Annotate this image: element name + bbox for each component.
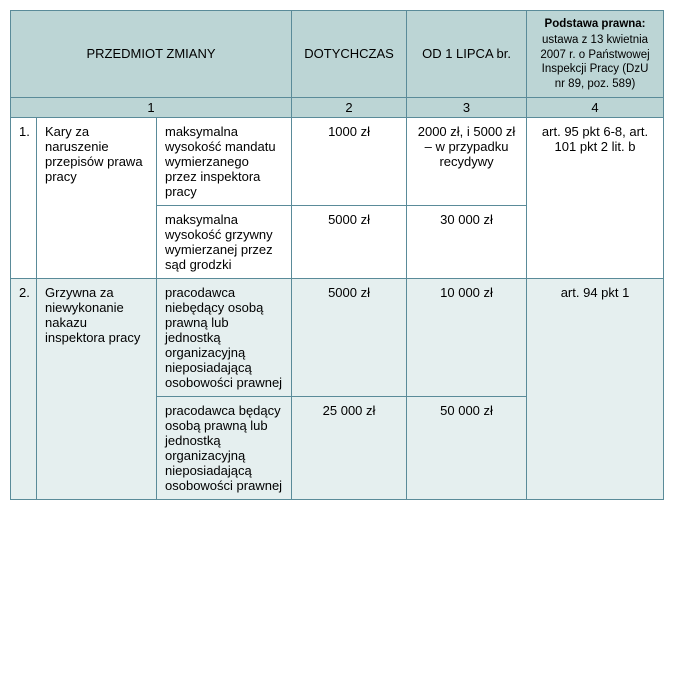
header-legal-detail: ustawa z 13 kwietnia 2007 r. o Państwowe… — [540, 34, 649, 89]
row-before: 1000 zł — [292, 117, 407, 205]
table-row: 2. Grzywna za niewykonanie nakazu inspek… — [11, 278, 664, 396]
row-legal: art. 94 pkt 1 — [527, 278, 664, 499]
row-desc: maksymalna wysokość grzywny wymierzanej … — [157, 205, 292, 278]
table-row: 1. Kary za naruszenie przepisów prawa pr… — [11, 117, 664, 205]
colnum-2: 2 — [292, 97, 407, 117]
row-index: 2. — [11, 278, 37, 499]
row-desc: pracodawca będący osobą prawną lub jedno… — [157, 396, 292, 499]
table-header-row: PRZEDMIOT ZMIANY DOTYCHCZAS OD 1 LIPCA b… — [11, 11, 664, 98]
row-desc: maksymalna wysokość mandatu wymierzanego… — [157, 117, 292, 205]
header-legal: Podstawa prawna: ustawa z 13 kwietnia 20… — [527, 11, 664, 98]
row-index: 1. — [11, 117, 37, 278]
changes-table: PRZEDMIOT ZMIANY DOTYCHCZAS OD 1 LIPCA b… — [10, 10, 664, 500]
row-subject: Kary za naruszenie przepisów prawa pracy — [37, 117, 157, 278]
row-desc: pracodawca niebędący osobą prawną lub je… — [157, 278, 292, 396]
row-after: 50 000 zł — [407, 396, 527, 499]
header-before: DOTYCHCZAS — [292, 11, 407, 98]
row-after: 10 000 zł — [407, 278, 527, 396]
row-after: 2000 zł, i 5000 zł – w przypadku recydyw… — [407, 117, 527, 205]
row-before: 5000 zł — [292, 205, 407, 278]
row-subject: Grzywna za niewykonanie nakazu inspektor… — [37, 278, 157, 499]
row-before: 25 000 zł — [292, 396, 407, 499]
colnum-3: 3 — [407, 97, 527, 117]
header-subject: PRZEDMIOT ZMIANY — [11, 11, 292, 98]
colnum-4: 4 — [527, 97, 664, 117]
row-before: 5000 zł — [292, 278, 407, 396]
column-number-row: 1 2 3 4 — [11, 97, 664, 117]
row-after: 30 000 zł — [407, 205, 527, 278]
colnum-1: 1 — [11, 97, 292, 117]
row-legal: art. 95 pkt 6-8, art. 101 pkt 2 lit. b — [527, 117, 664, 278]
header-after: OD 1 LIPCA br. — [407, 11, 527, 98]
header-legal-title: Podstawa prawna: — [535, 17, 655, 31]
